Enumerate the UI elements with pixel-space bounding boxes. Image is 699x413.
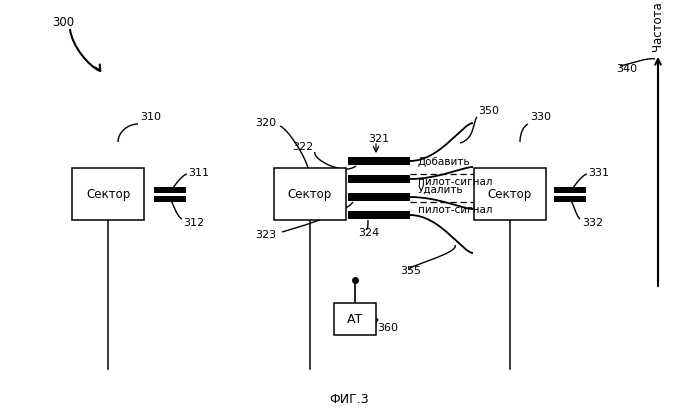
Bar: [334, 303, 376, 335]
Text: пилот-сигнал: пилот-сигнал: [418, 204, 493, 214]
Bar: [348, 158, 410, 166]
Bar: [154, 187, 186, 193]
FancyBboxPatch shape: [474, 169, 546, 221]
Text: 350: 350: [478, 106, 499, 116]
Text: ФИГ.3: ФИГ.3: [329, 392, 369, 406]
Text: Сектор: Сектор: [86, 188, 130, 201]
Text: 311: 311: [188, 168, 209, 178]
Text: Удалить: Удалить: [418, 185, 463, 195]
Text: Сектор: Сектор: [288, 188, 332, 201]
Text: 331: 331: [588, 168, 609, 178]
Text: 312: 312: [183, 218, 204, 228]
Text: Добавить: Добавить: [418, 157, 470, 166]
Text: Сектор: Сектор: [488, 188, 532, 201]
FancyBboxPatch shape: [72, 169, 144, 221]
Text: 340: 340: [616, 64, 637, 74]
Text: 320: 320: [255, 118, 276, 128]
Text: 332: 332: [582, 218, 603, 228]
Bar: [348, 176, 410, 183]
Text: 355: 355: [400, 266, 421, 275]
Bar: [554, 196, 586, 202]
Text: Частота: Частота: [651, 1, 665, 51]
FancyBboxPatch shape: [274, 169, 346, 221]
Text: 330: 330: [530, 112, 551, 122]
Text: 360: 360: [377, 322, 398, 332]
Text: пилот-сигнал: пилот-сигнал: [418, 177, 493, 187]
Text: 321: 321: [368, 134, 389, 144]
Bar: [154, 196, 186, 202]
Bar: [554, 187, 586, 193]
Text: 323: 323: [255, 230, 276, 240]
Text: 324: 324: [358, 228, 380, 237]
Text: 310: 310: [140, 112, 161, 122]
Text: АТ: АТ: [347, 313, 363, 326]
Text: 300: 300: [52, 15, 74, 28]
Text: 322: 322: [292, 142, 313, 152]
Bar: [348, 194, 410, 202]
Bar: [348, 211, 410, 219]
